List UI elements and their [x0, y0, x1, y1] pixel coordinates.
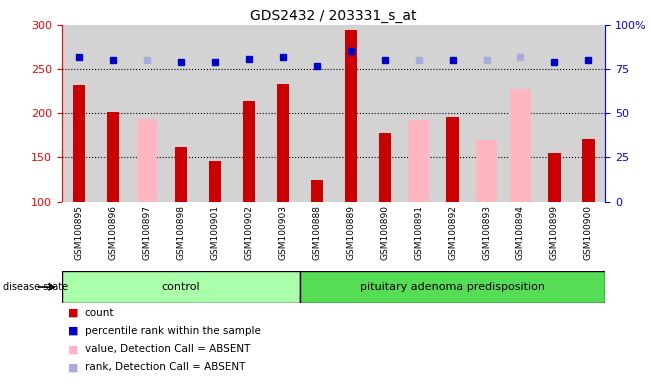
Text: GSM100898: GSM100898: [176, 205, 186, 260]
Text: ■: ■: [68, 344, 79, 354]
Text: GSM100891: GSM100891: [414, 205, 423, 260]
Bar: [243, 101, 255, 202]
Text: GSM100888: GSM100888: [312, 205, 321, 260]
Text: GSM100895: GSM100895: [74, 205, 83, 260]
Text: GSM100896: GSM100896: [108, 205, 117, 260]
Bar: [277, 84, 289, 202]
Bar: [299, 271, 605, 303]
Text: GSM100893: GSM100893: [482, 205, 491, 260]
Bar: [477, 140, 497, 202]
Bar: [548, 153, 561, 202]
Title: GDS2432 / 203331_s_at: GDS2432 / 203331_s_at: [251, 8, 417, 23]
Bar: [378, 133, 391, 202]
Bar: [344, 30, 357, 202]
Text: disease state: disease state: [3, 282, 68, 292]
Text: GSM100902: GSM100902: [244, 205, 253, 260]
Bar: [447, 117, 458, 202]
Text: GSM100903: GSM100903: [278, 205, 287, 260]
Bar: [311, 180, 323, 202]
Text: GSM100901: GSM100901: [210, 205, 219, 260]
Bar: [209, 161, 221, 202]
Text: control: control: [161, 282, 200, 292]
Bar: [107, 113, 119, 202]
Text: rank, Detection Call = ABSENT: rank, Detection Call = ABSENT: [85, 362, 245, 372]
Bar: [62, 271, 299, 303]
Text: GSM100890: GSM100890: [380, 205, 389, 260]
Bar: [73, 85, 85, 202]
Bar: [408, 120, 429, 202]
Text: pituitary adenoma predisposition: pituitary adenoma predisposition: [360, 282, 545, 292]
Text: GSM100899: GSM100899: [550, 205, 559, 260]
Text: ■: ■: [68, 308, 79, 318]
Bar: [583, 139, 594, 202]
Text: ■: ■: [68, 362, 79, 372]
Text: GSM100897: GSM100897: [143, 205, 151, 260]
Text: GSM100894: GSM100894: [516, 205, 525, 260]
Text: value, Detection Call = ABSENT: value, Detection Call = ABSENT: [85, 344, 250, 354]
Text: GSM100892: GSM100892: [448, 205, 457, 260]
Bar: [137, 119, 157, 202]
Text: GSM100889: GSM100889: [346, 205, 355, 260]
Bar: [510, 89, 531, 202]
Text: count: count: [85, 308, 114, 318]
Text: GSM100900: GSM100900: [584, 205, 593, 260]
Text: ■: ■: [68, 326, 79, 336]
Bar: [174, 147, 187, 202]
Text: percentile rank within the sample: percentile rank within the sample: [85, 326, 260, 336]
